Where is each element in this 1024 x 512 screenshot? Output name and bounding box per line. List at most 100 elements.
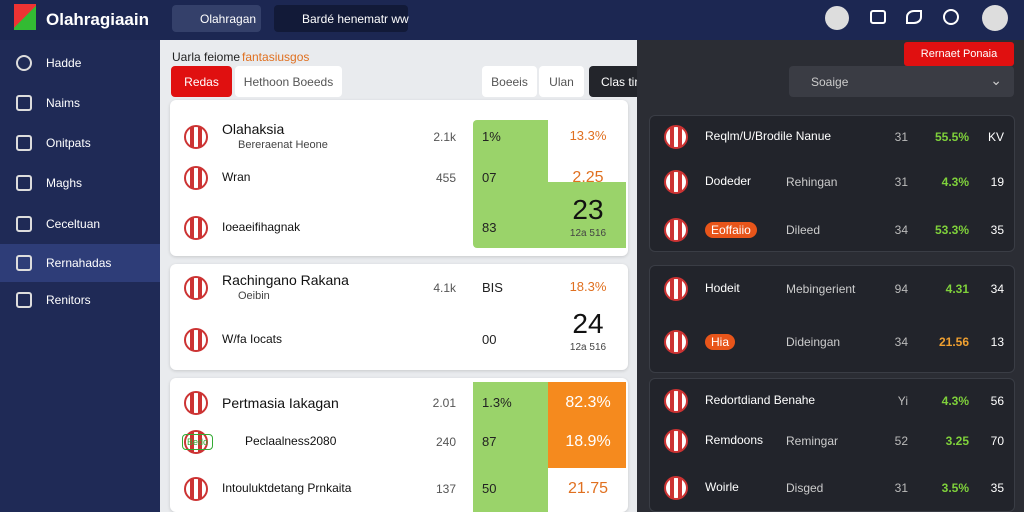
logo-icon	[14, 4, 36, 30]
stat: 94	[894, 282, 908, 296]
score-sub: 12a 516	[569, 342, 607, 353]
dropdown-label: Soaige	[811, 75, 849, 89]
team-name: Rachingano Rakana	[222, 272, 349, 288]
value: 70	[990, 434, 1004, 448]
team-sub: Bereraenat Heone	[238, 139, 328, 151]
search-box[interactable]: Olahragan	[172, 5, 261, 32]
nav-item[interactable]: Maghs	[46, 176, 83, 190]
value: 13	[990, 335, 1004, 349]
odds-right: 82.3%	[565, 394, 611, 411]
odds-mid: 83	[482, 220, 497, 235]
active-item	[0, 244, 160, 282]
value: 56	[990, 394, 1004, 408]
tab[interactable]: Redas	[171, 66, 232, 97]
panel-group	[649, 378, 1015, 512]
pct: 3.25	[945, 434, 969, 448]
nav-item[interactable]: Naims	[46, 96, 81, 110]
team-logo	[184, 216, 208, 240]
highlight	[548, 182, 626, 248]
chevron: ⌄	[990, 72, 1002, 88]
pct: 53.3%	[934, 223, 969, 237]
nav-item[interactable]: Ceceltuan	[46, 217, 101, 231]
count: 2.1k	[433, 130, 456, 144]
top-bar: Olahragiaain Olahragan Bardé henematr ww	[0, 0, 1024, 40]
icon[interactable]	[943, 9, 959, 25]
count: 240	[435, 435, 456, 449]
pct: 55.5%	[934, 130, 969, 144]
team-name: Remdoons	[705, 433, 764, 447]
icon[interactable]	[870, 10, 886, 24]
nav-icon	[16, 175, 32, 191]
score: 24	[572, 308, 604, 339]
avatar[interactable]	[982, 5, 1008, 31]
odds-mid: 1%	[482, 129, 501, 144]
stat: 52	[894, 434, 908, 448]
team-logo	[664, 218, 688, 242]
count: 2.01	[432, 396, 456, 410]
pct: 4.31	[945, 282, 969, 296]
badge: Bedo	[182, 434, 214, 450]
odds-mid: 00	[482, 332, 497, 347]
odds-right: 21.75	[567, 480, 609, 497]
nav-icon	[16, 95, 32, 111]
nav-item[interactable]: Onitpats	[46, 136, 91, 150]
pct: 4.3%	[941, 175, 969, 189]
team-sub: Dideingan	[786, 335, 841, 349]
highlight	[473, 382, 548, 512]
team-name: W/fa Iocats	[222, 332, 283, 346]
odds-mid: 87	[482, 434, 497, 449]
nav-icon	[16, 292, 32, 308]
team-logo	[184, 125, 208, 149]
odds-right: 2.25	[572, 169, 604, 186]
count: 137	[435, 482, 456, 496]
score-sub: 12a 516	[569, 228, 607, 239]
value: 34	[990, 282, 1004, 296]
odds-mid: BIS	[482, 280, 503, 295]
team-sub: Disged	[786, 481, 824, 495]
team-logo	[664, 277, 688, 301]
tab[interactable]: Ulan	[539, 66, 584, 97]
team-name: Eoffaiio	[705, 222, 757, 238]
team-name: Redortdiand Benahe	[705, 393, 816, 407]
avatar[interactable]	[825, 6, 849, 30]
team-name: Woirle	[705, 480, 739, 494]
team-logo	[184, 276, 208, 300]
tab[interactable]: Hethoon Boeeds	[235, 66, 342, 97]
heading: Uarla feiome	[172, 50, 241, 64]
icon[interactable]	[906, 10, 922, 24]
odds-right: 18.9%	[565, 433, 611, 450]
odds-right: 18.3%	[569, 279, 607, 294]
team-sub: Remingar	[786, 434, 839, 448]
action-button[interactable]: Rernaet Ponaia	[904, 42, 1014, 66]
stat: 31	[894, 175, 908, 189]
count: 4.1k	[433, 281, 456, 295]
nav-icon	[16, 255, 32, 271]
value: 19	[990, 175, 1004, 189]
team-logo	[184, 477, 208, 501]
team-name: Dodeder	[705, 174, 752, 188]
team-sub: Rehingan	[786, 175, 838, 189]
stat: Yi	[897, 394, 908, 408]
team-logo	[664, 429, 688, 453]
match-card	[170, 264, 628, 370]
odds-mid: 50	[482, 481, 497, 496]
team-name: Olahaksia	[222, 121, 285, 137]
team-name: Ioeaeifihagnak	[222, 220, 301, 234]
nav-item[interactable]: Hadde	[46, 56, 82, 70]
tab[interactable]: Boeeis	[482, 66, 537, 97]
pct: 21.56	[938, 335, 969, 349]
team-sub: Oeibin	[238, 290, 270, 302]
search-box[interactable]: Bardé henematr ww	[274, 5, 409, 32]
odds-right: 13.3%	[569, 128, 607, 143]
nav-item[interactable]: Renitors	[46, 293, 91, 307]
nav-item[interactable]: Rernahadas	[46, 256, 112, 270]
team-name: Pertmasia Iakagan	[222, 395, 339, 411]
value: 35	[990, 481, 1004, 495]
dropdown[interactable]: Soaige ⌄	[789, 66, 1014, 97]
highlight	[548, 382, 626, 468]
heading-accent: fantasiusgos	[242, 50, 310, 64]
odds-mid: 1.3%	[482, 395, 512, 410]
team-logo	[664, 125, 688, 149]
stat: 31	[894, 481, 908, 495]
